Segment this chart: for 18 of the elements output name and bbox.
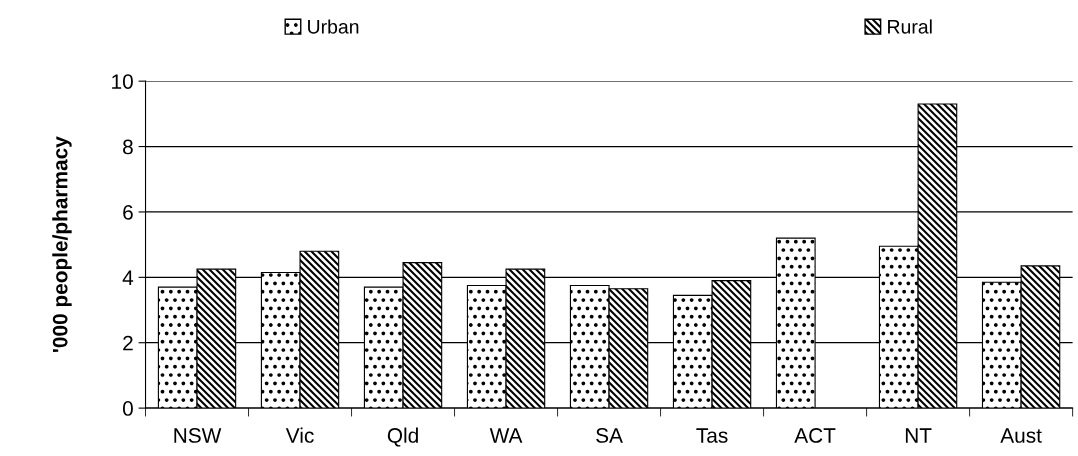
- y-tick-label: 2: [123, 335, 133, 351]
- x-tick-label: Vic: [285, 427, 314, 443]
- x-tick-label: Aust: [1000, 428, 1042, 443]
- legend-label: Rural: [888, 19, 932, 34]
- x-tick-label: Qld: [387, 427, 418, 447]
- y-axis-title: '000 people/pharmacy: [52, 136, 72, 352]
- y-tick-label: 4: [122, 270, 134, 285]
- x-tick-label: Tas: [696, 428, 728, 443]
- y-tick-label: 0: [122, 401, 133, 416]
- y-tick-label: 10: [112, 74, 133, 89]
- x-tick-label: NT: [905, 428, 932, 443]
- x-tick-label: ACT: [794, 428, 836, 443]
- y-tick-label: 8: [123, 139, 133, 155]
- x-tick-label: NSW: [174, 428, 222, 443]
- x-tick-label: SA: [596, 428, 623, 443]
- x-tick-label: WA: [489, 428, 523, 443]
- y-tick-label: 6: [123, 204, 133, 220]
- legend-label: Urban: [308, 19, 359, 34]
